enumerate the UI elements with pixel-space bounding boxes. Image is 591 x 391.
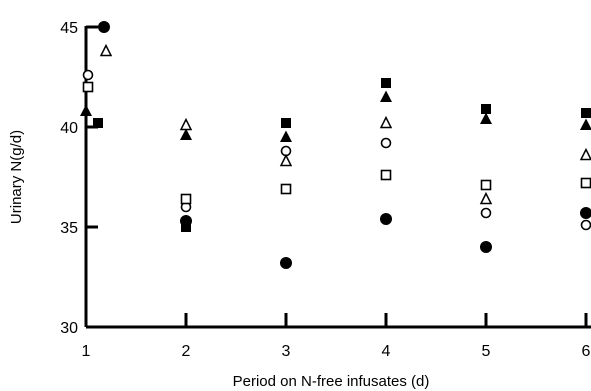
y-tick-label: 30 bbox=[60, 320, 78, 337]
x-tick-label: 1 bbox=[82, 343, 91, 360]
x-tick-label: 5 bbox=[482, 343, 491, 360]
point-open-circle-1 bbox=[82, 69, 94, 81]
point-open-circle-4 bbox=[380, 137, 392, 149]
point-filled-square-1 bbox=[93, 118, 103, 128]
point-filled-circle-6 bbox=[580, 207, 591, 219]
point-filled-triangle-4 bbox=[380, 90, 392, 102]
point-open-square-3 bbox=[280, 183, 292, 195]
point-filled-triangle-3 bbox=[280, 130, 292, 142]
point-filled-triangle-2 bbox=[180, 128, 192, 140]
x-axis-ticks: 1 2 3 4 5 6 bbox=[82, 313, 591, 360]
y-tick-label: 40 bbox=[60, 120, 78, 137]
point-open-triangle-3 bbox=[279, 153, 293, 167]
y-axis-label: Urinary N(g/d) bbox=[8, 130, 25, 224]
x-tick-label: 6 bbox=[582, 343, 591, 360]
point-open-square-2 bbox=[180, 193, 192, 205]
point-filled-circle-4 bbox=[380, 213, 392, 225]
point-open-triangle-2 bbox=[179, 117, 193, 131]
point-filled-square-6 bbox=[581, 108, 591, 118]
point-filled-triangle-1 bbox=[80, 104, 92, 116]
y-tick-label: 45 bbox=[60, 20, 78, 37]
point-filled-square-3 bbox=[281, 118, 291, 128]
x-tick-label: 2 bbox=[182, 343, 191, 360]
x-tick-label: 4 bbox=[382, 343, 391, 360]
point-filled-square-5 bbox=[481, 104, 491, 114]
point-open-triangle-6 bbox=[579, 147, 591, 161]
x-axis-label: Period on N-free infusates (d) bbox=[233, 373, 430, 390]
y-axis-ticks: 30 35 40 45 bbox=[60, 20, 98, 337]
point-filled-triangle-6 bbox=[580, 118, 591, 130]
data-points bbox=[80, 21, 591, 269]
point-filled-square-4 bbox=[381, 78, 391, 88]
point-open-triangle-5 bbox=[479, 191, 493, 205]
plot-area bbox=[84, 26, 591, 329]
point-open-square-1 bbox=[82, 81, 94, 93]
point-filled-circle-3 bbox=[280, 257, 292, 269]
y-tick-label: 35 bbox=[60, 220, 78, 237]
point-open-circle-5 bbox=[480, 207, 492, 219]
point-open-circle-6 bbox=[580, 219, 591, 231]
point-filled-triangle-5 bbox=[480, 112, 492, 124]
point-open-square-6 bbox=[580, 177, 591, 189]
point-open-square-5 bbox=[480, 179, 492, 191]
point-filled-circle-5 bbox=[480, 241, 492, 253]
point-filled-square-2 bbox=[181, 222, 191, 232]
point-open-triangle-1 bbox=[99, 43, 113, 57]
point-open-square-4 bbox=[380, 169, 392, 181]
point-open-triangle-4 bbox=[379, 115, 393, 129]
point-filled-circle-1 bbox=[98, 21, 110, 33]
x-tick-label: 3 bbox=[282, 343, 291, 360]
